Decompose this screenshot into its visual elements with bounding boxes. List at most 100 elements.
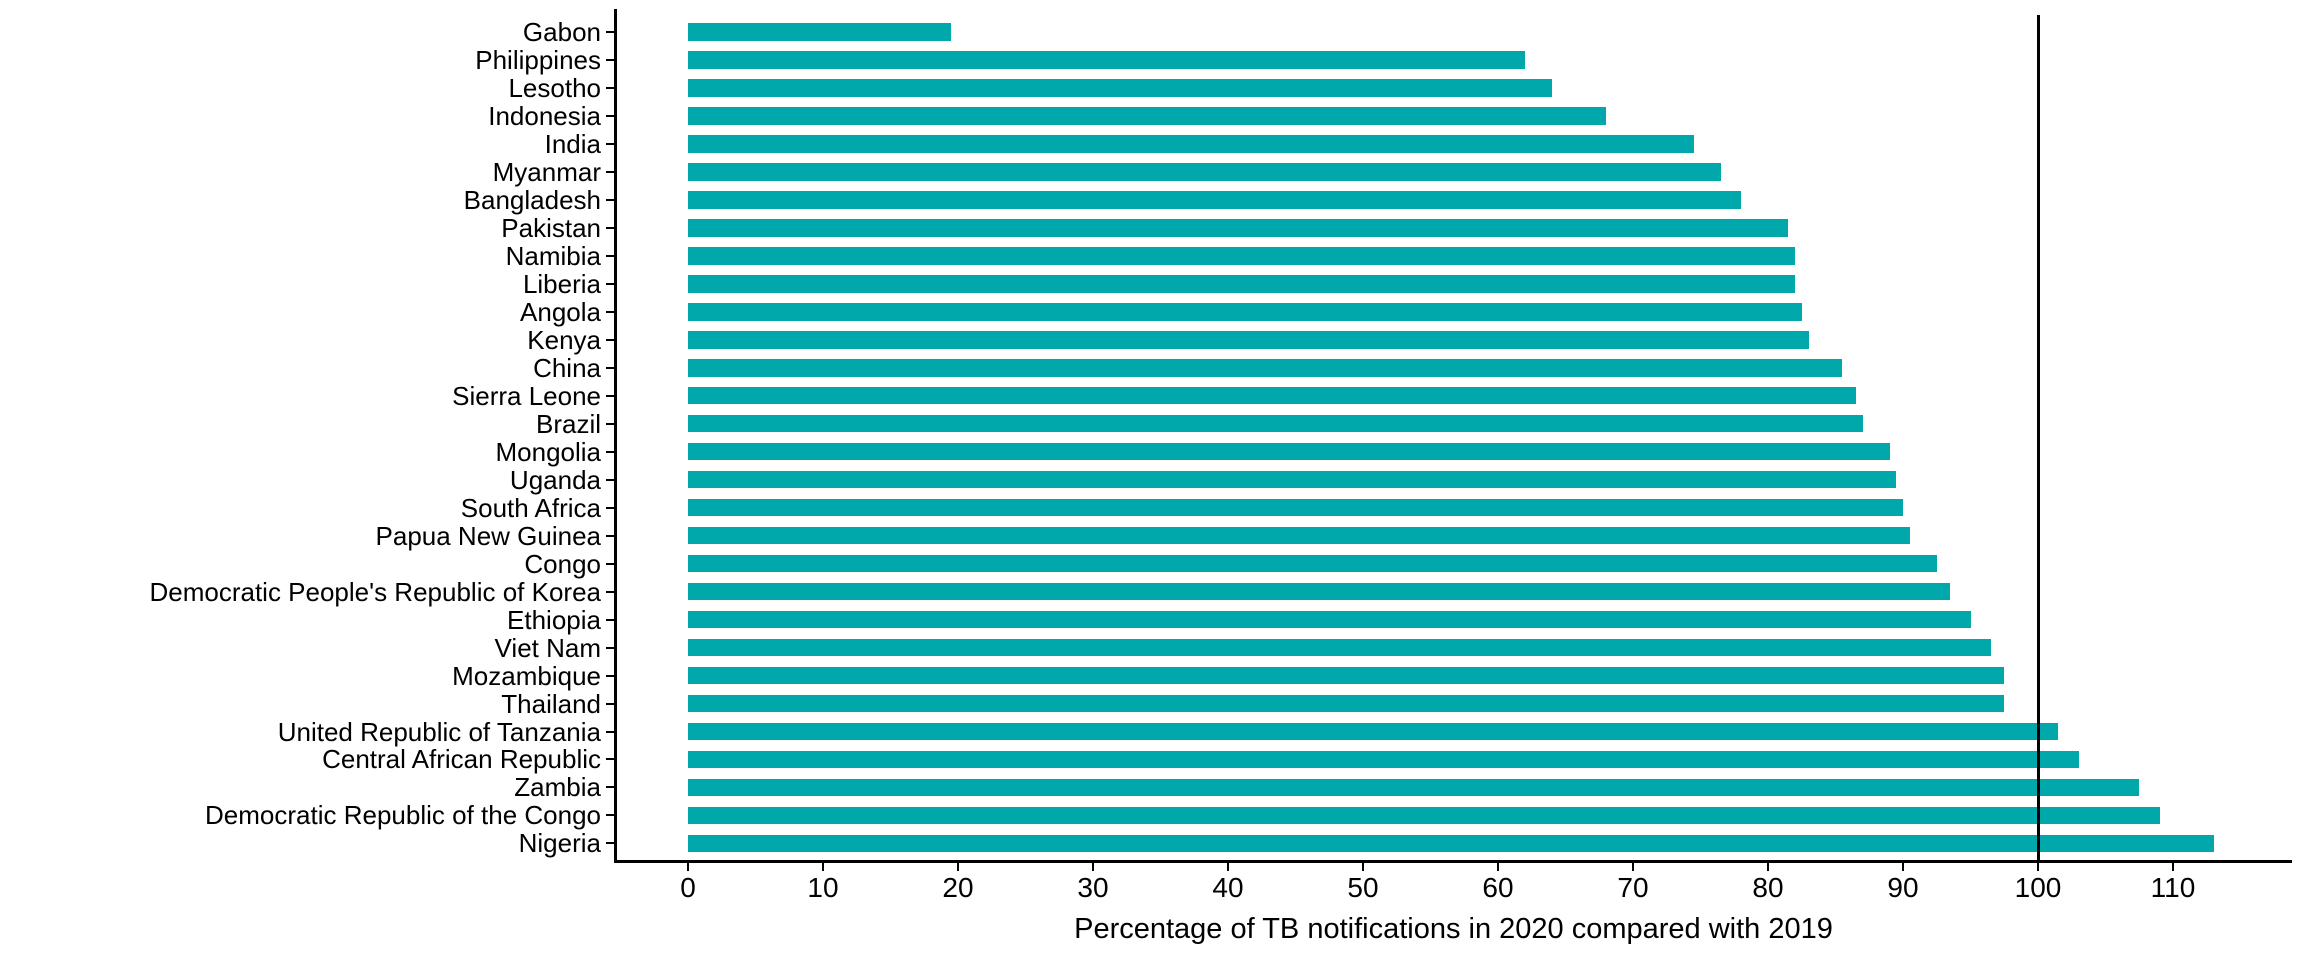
bar: [688, 470, 1897, 489]
y-axis-label: Philippines: [475, 44, 601, 75]
x-tick-label: 50: [1347, 872, 1379, 903]
x-axis-title: Percentage of TB notifications in 2020 c…: [1074, 913, 1833, 945]
bar: [688, 79, 1552, 97]
y-tick: [606, 226, 614, 229]
y-axis-label: Papua New Guinea: [375, 520, 601, 551]
x-tick-label: 20: [942, 872, 974, 903]
bar: [688, 303, 1802, 321]
bar: [688, 526, 1910, 545]
y-tick: [606, 534, 614, 537]
x-tick-label: 110: [2150, 872, 2196, 903]
y-tick: [606, 86, 614, 89]
y-tick: [606, 142, 614, 145]
x-axis-line: [614, 860, 2292, 863]
bar: [688, 386, 1856, 405]
x-tick: [822, 862, 824, 871]
y-tick: [606, 198, 614, 201]
bar: [688, 107, 1606, 125]
y-tick: [606, 394, 614, 397]
y-axis-label: Democratic Republic of the Congo: [205, 800, 601, 831]
y-tick: [606, 366, 614, 369]
y-axis-label: Central African Republic: [322, 744, 601, 775]
x-tick-label: 0: [680, 872, 696, 903]
y-tick: [606, 674, 614, 677]
x-tick: [1227, 862, 1229, 871]
x-tick-label: 100: [2014, 872, 2062, 903]
y-axis-label: South Africa: [460, 492, 601, 523]
x-tick: [2037, 862, 2039, 871]
y-axis-label: Viet Nam: [494, 632, 601, 663]
y-axis-label: United Republic of Tanzania: [277, 716, 601, 747]
y-tick: [606, 450, 614, 453]
bar: [688, 23, 952, 41]
x-tick: [1497, 862, 1499, 871]
y-axis-label: Sierra Leone: [452, 380, 601, 411]
y-axis-label: Liberia: [522, 268, 601, 299]
bar: [688, 442, 1890, 461]
x-tick: [957, 862, 959, 871]
x-tick: [687, 862, 689, 871]
y-tick: [606, 31, 614, 33]
bar: [688, 247, 1795, 265]
y-axis-label: Uganda: [509, 464, 601, 495]
y-tick: [606, 170, 614, 173]
y-tick: [606, 478, 614, 481]
x-tick: [1092, 862, 1094, 871]
reference-line: [2036, 15, 2040, 863]
y-tick: [606, 758, 614, 761]
y-axis-label: Gabon: [522, 17, 601, 47]
y-tick: [606, 562, 614, 565]
y-axis-label: Lesotho: [508, 72, 601, 103]
bar: [688, 359, 1843, 377]
x-tick-label: 30: [1077, 872, 1109, 903]
bar: [688, 750, 2079, 769]
bar: [688, 498, 1903, 517]
y-tick: [606, 422, 614, 425]
y-axis-label: Angola: [520, 296, 601, 327]
x-tick: [1362, 862, 1364, 871]
x-tick-label: 90: [1887, 872, 1919, 903]
y-axis-label: India: [544, 128, 601, 159]
x-tick: [1767, 862, 1769, 871]
y-axis-label: Zambia: [514, 772, 601, 803]
y-tick: [606, 618, 614, 621]
y-axis-label: Myanmar: [492, 156, 601, 187]
y-axis-label: Thailand: [501, 688, 601, 719]
bar: [688, 666, 2005, 685]
y-axis-label: Brazil: [535, 408, 601, 439]
bar: [688, 275, 1795, 293]
y-tick: [606, 58, 614, 61]
x-tick-label: 10: [807, 872, 839, 903]
y-axis-label: Mongolia: [495, 436, 601, 467]
y-tick: [606, 786, 614, 789]
bar: [688, 722, 2059, 741]
x-tick-label: 40: [1212, 872, 1244, 903]
x-tick: [2172, 862, 2174, 871]
y-tick: [606, 310, 614, 313]
y-tick: [606, 730, 614, 733]
bar: [688, 582, 1951, 601]
bar: [688, 135, 1694, 153]
bar: [688, 163, 1721, 181]
y-axis-label: Namibia: [505, 240, 601, 271]
y-axis-label: Democratic People's Republic of Korea: [149, 576, 601, 607]
y-axis-label: Indonesia: [488, 100, 601, 131]
x-tick: [1632, 862, 1634, 871]
y-tick: [606, 114, 614, 117]
bar: [688, 51, 1525, 69]
x-tick: [1902, 862, 1904, 871]
y-axis-label: Congo: [524, 548, 601, 579]
y-axis-label: Pakistan: [501, 212, 601, 243]
y-tick: [606, 702, 614, 705]
y-tick: [606, 842, 614, 845]
bar: [688, 331, 1809, 349]
bar: [688, 219, 1789, 237]
bar: [688, 694, 2005, 713]
bar: [688, 610, 1971, 629]
y-tick: [606, 814, 614, 817]
bar: [688, 414, 1863, 433]
y-axis-label: Kenya: [527, 324, 601, 355]
bar: [688, 638, 1991, 657]
y-axis-label: Ethiopia: [507, 604, 601, 635]
